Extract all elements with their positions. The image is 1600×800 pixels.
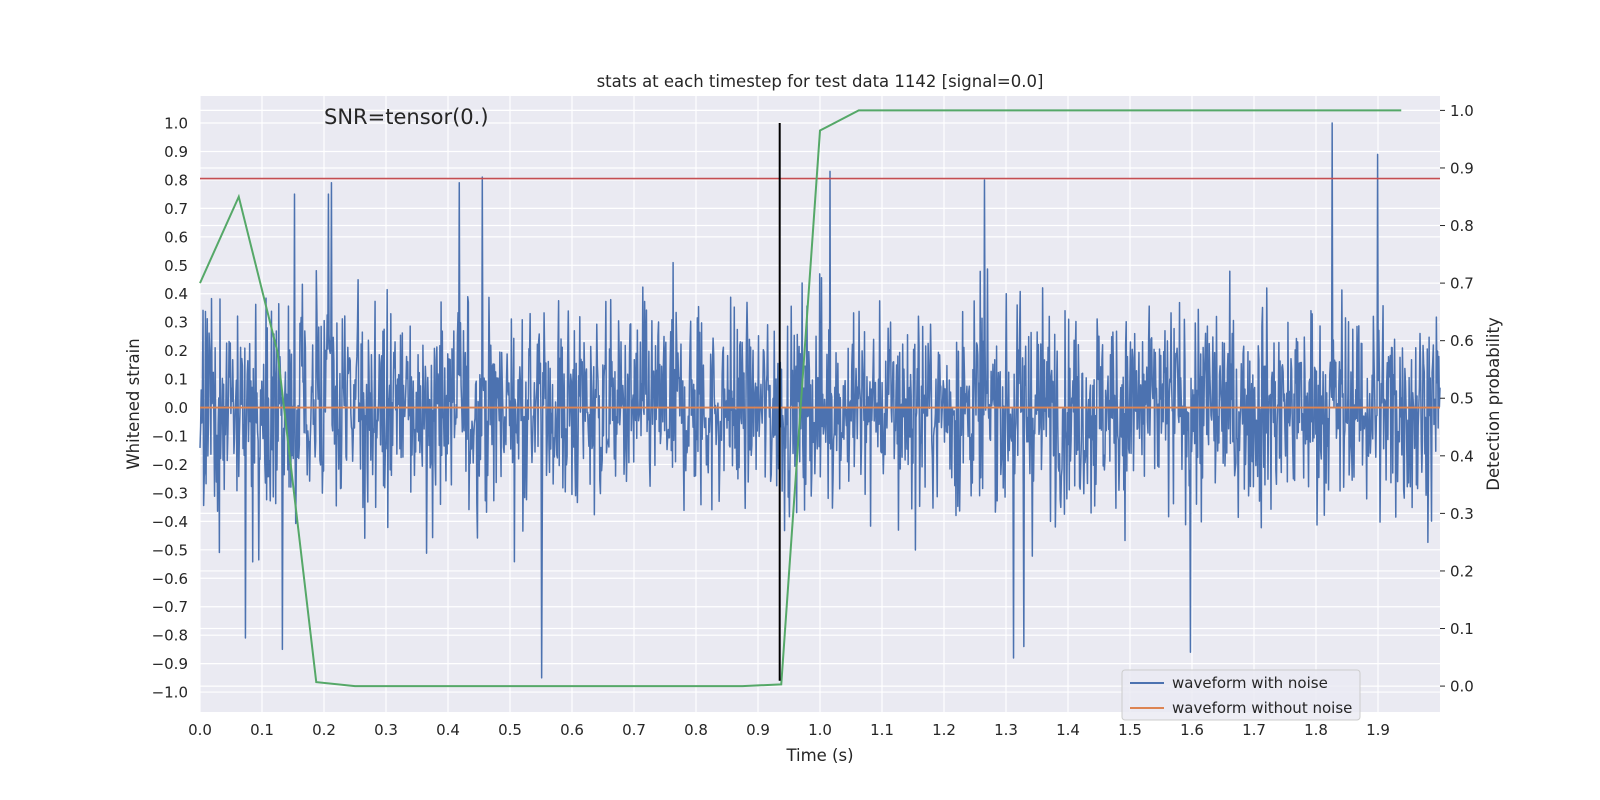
y-tick-label-right: 0.3 xyxy=(1450,505,1474,523)
x-tick-label: 1.7 xyxy=(1242,721,1266,739)
y-tick-label-left: −0.9 xyxy=(152,655,188,673)
snr-annotation: SNR=tensor(0.) xyxy=(324,105,489,129)
legend-box xyxy=(1121,669,1361,721)
x-tick-label: 0.8 xyxy=(684,721,708,739)
x-tick-label: 1.6 xyxy=(1180,721,1204,739)
y-tick-label-left: 0.1 xyxy=(164,371,188,389)
y-tick-label-left: −0.4 xyxy=(152,513,188,531)
x-tick-label: 1.5 xyxy=(1118,721,1142,739)
y-tick-label-left: 0.4 xyxy=(164,285,188,303)
x-tick-label: 0.1 xyxy=(250,721,274,739)
x-tick-label: 1.1 xyxy=(870,721,894,739)
x-tick-label: 0.2 xyxy=(312,721,336,739)
series-line-waveform-with-noise xyxy=(199,122,1441,679)
x-tick-label: 1.2 xyxy=(932,721,956,739)
y-tick-label-right: 1.0 xyxy=(1450,102,1474,120)
y-tick-label-left: 0.3 xyxy=(164,314,188,332)
x-tick-label: 1.8 xyxy=(1304,721,1328,739)
y-tick-label-left: −0.8 xyxy=(152,627,188,645)
y-tick-label-left: −1.0 xyxy=(152,684,188,702)
y-tick-label-left: 0.5 xyxy=(164,257,188,275)
y-tick-label-left: −0.1 xyxy=(152,428,188,446)
x-tick-label: 0.6 xyxy=(560,721,584,739)
x-tick-label: 1.9 xyxy=(1366,721,1390,739)
x-tick-label: 1.0 xyxy=(808,721,832,739)
series-line-detection-probability xyxy=(199,109,1402,688)
y-tick-label-left: 0.0 xyxy=(164,399,188,417)
y-tick-label-left: −0.2 xyxy=(152,456,188,474)
y-tick-label-left: −0.6 xyxy=(152,570,188,588)
y-tick-label-left: 0.7 xyxy=(164,200,188,218)
x-tick-label: 0.0 xyxy=(188,721,212,739)
y-tick-label-left: 0.2 xyxy=(164,342,188,360)
y-tick-label-left: −0.7 xyxy=(152,598,188,616)
y-axis-label-left: Whitened strain xyxy=(124,338,143,469)
y-tick-label-right: 0.5 xyxy=(1450,390,1474,408)
y-tick-label-right: 0.9 xyxy=(1450,159,1474,177)
x-tick-label: 0.3 xyxy=(374,721,398,739)
y-tick-label-right: 0.8 xyxy=(1450,217,1474,235)
y-tick-label-left: 0.6 xyxy=(164,228,188,246)
y-tick-label-left: 1.0 xyxy=(164,115,188,133)
plot-area xyxy=(199,109,1441,688)
x-tick-label: 1.4 xyxy=(1056,721,1080,739)
y-tick-label-left: −0.3 xyxy=(152,484,188,502)
x-tick-label: 0.4 xyxy=(436,721,460,739)
x-tick-label: 0.9 xyxy=(746,721,770,739)
x-tick-label: 0.7 xyxy=(622,721,646,739)
y-tick-label-right: 0.6 xyxy=(1450,332,1474,350)
y-tick-label-left: −0.5 xyxy=(152,541,188,559)
x-axis-label: Time (s) xyxy=(785,746,853,765)
y-axis-label-right: Detection probability xyxy=(1484,317,1503,491)
tick-labels: 0.0 0.1 0.2 0.3 0.4 0.5 0.6 0.7 0.8 0.9 1.0 1.1 1.2 1… xyxy=(152,102,1474,739)
y-tick-label-left: 0.9 xyxy=(164,143,188,161)
legend: waveform with noise waveform without noi… xyxy=(1121,669,1361,721)
chart-title: stats at each timestep for test data 114… xyxy=(597,72,1044,91)
x-tick-label: 1.3 xyxy=(994,721,1018,739)
y-tick-label-right: 0.4 xyxy=(1450,447,1474,465)
legend-label-waveform-without-noise: waveform without noise xyxy=(1172,699,1352,717)
y-tick-label-right: 0.0 xyxy=(1450,678,1474,696)
y-tick-label-right: 0.7 xyxy=(1450,275,1474,293)
y-tick-label-right: 0.2 xyxy=(1450,562,1474,580)
legend-label-waveform-with-noise: waveform with noise xyxy=(1172,674,1328,692)
x-tick-label: 0.5 xyxy=(498,721,522,739)
y-tick-label-left: 0.8 xyxy=(164,171,188,189)
y-tick-label-right: 0.1 xyxy=(1450,620,1474,638)
